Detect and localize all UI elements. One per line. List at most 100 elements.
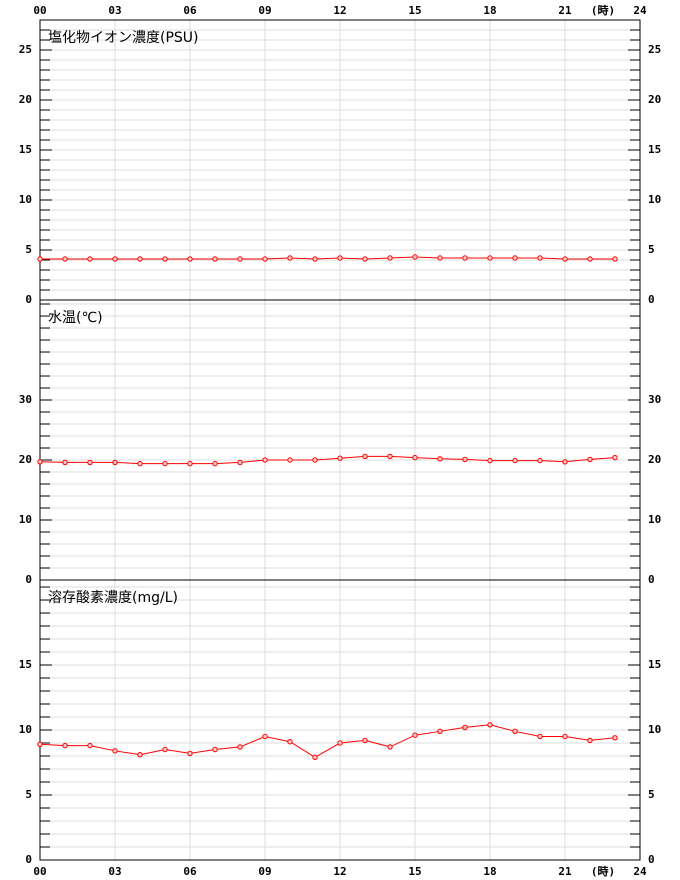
data-point [362, 453, 368, 460]
data-point [312, 457, 318, 463]
data-point [612, 256, 618, 262]
data-point [537, 255, 543, 261]
data-point [487, 255, 493, 261]
data-point [437, 728, 443, 735]
data-point [462, 724, 468, 731]
data-point [162, 256, 168, 262]
x-tick-label: 18 [483, 4, 496, 17]
x-tick-label: 15 [408, 865, 421, 878]
y-tick-label: 5 [25, 788, 32, 801]
x-tick-label: 21 [558, 4, 572, 17]
x-tick-label: 21 [558, 865, 572, 878]
x-tick-label: 03 [108, 865, 121, 878]
panel-title: 水温(℃) [48, 310, 103, 326]
data-point [612, 735, 618, 741]
data-point [237, 459, 243, 466]
panel-title: 溶存酸素濃度(mg/L) [48, 590, 178, 606]
data-point [62, 459, 68, 466]
data-point [412, 732, 418, 738]
data-point [562, 459, 568, 465]
data-point [137, 460, 143, 467]
data-point [162, 746, 168, 753]
data-point [437, 255, 443, 261]
y-tick-label: 5 [648, 243, 655, 256]
data-point [37, 459, 43, 465]
y-tick-label: 25 [648, 43, 661, 56]
data-point [462, 456, 468, 463]
y-tick-label: 20 [648, 453, 661, 466]
data-point [212, 256, 218, 262]
data-point [112, 256, 118, 262]
data-point [62, 742, 68, 749]
data-point [262, 256, 268, 262]
data-point [412, 254, 418, 260]
y-tick-label: 30 [19, 393, 32, 406]
y-tick-label: 10 [648, 193, 661, 206]
x-tick-label: 00 [33, 865, 46, 878]
y-tick-label: 0 [648, 293, 655, 306]
x-tick-label: 12 [333, 865, 346, 878]
y-tick-label: 15 [19, 658, 32, 671]
data-point [37, 741, 43, 748]
data-point [362, 737, 368, 744]
data-point [337, 255, 343, 261]
data-point [537, 733, 543, 740]
data-point [187, 256, 193, 262]
x-tick-label: 00 [33, 4, 46, 17]
data-point [287, 739, 293, 745]
data-point [237, 744, 243, 750]
data-point [387, 453, 393, 460]
data-point [487, 457, 493, 464]
y-tick-label: 5 [648, 788, 655, 801]
x-tick-label: 24 [633, 4, 647, 17]
series-line [39, 455, 616, 465]
data-point [587, 256, 593, 262]
series-line [39, 724, 616, 758]
data-point [162, 460, 168, 467]
x-tick-label: 24 [633, 865, 647, 878]
y-tick-label: 30 [648, 393, 661, 406]
data-point [512, 457, 518, 464]
data-point [237, 256, 243, 262]
y-tick-label: 0 [25, 293, 32, 306]
data-point [437, 456, 443, 462]
x-tick-label: 06 [183, 4, 197, 17]
x-tick-label: 03 [108, 4, 121, 17]
data-point [87, 256, 93, 262]
x-tick-label: 18 [483, 865, 496, 878]
data-point [387, 744, 393, 750]
data-point [412, 454, 418, 461]
data-point [487, 722, 493, 728]
y-tick-label: 20 [19, 93, 32, 106]
data-point [37, 256, 43, 262]
y-tick-label: 10 [19, 513, 32, 526]
y-tick-label: 15 [19, 143, 32, 156]
y-tick-label: 0 [25, 853, 32, 866]
y-tick-label: 10 [648, 513, 661, 526]
y-tick-label: 10 [19, 723, 32, 736]
data-point [137, 256, 143, 262]
data-point [212, 460, 218, 467]
data-point [312, 256, 318, 262]
data-point [537, 457, 543, 464]
y-tick-label: 5 [25, 243, 32, 256]
data-point [562, 256, 568, 262]
x-tick-label: 09 [258, 865, 271, 878]
x-tick-label: 12 [333, 4, 346, 17]
data-point [87, 459, 93, 466]
data-point [187, 750, 193, 757]
data-point [87, 742, 93, 749]
y-tick-label: 20 [19, 453, 32, 466]
data-point [587, 456, 593, 463]
panel-frame [39, 579, 641, 861]
data-point [262, 457, 268, 463]
data-point [362, 256, 368, 262]
data-point [62, 256, 68, 262]
data-point [137, 752, 143, 758]
data-point [262, 733, 268, 740]
data-point [187, 460, 193, 467]
y-tick-label: 20 [648, 93, 661, 106]
data-point [562, 733, 568, 740]
x-unit: (時) [591, 3, 615, 17]
